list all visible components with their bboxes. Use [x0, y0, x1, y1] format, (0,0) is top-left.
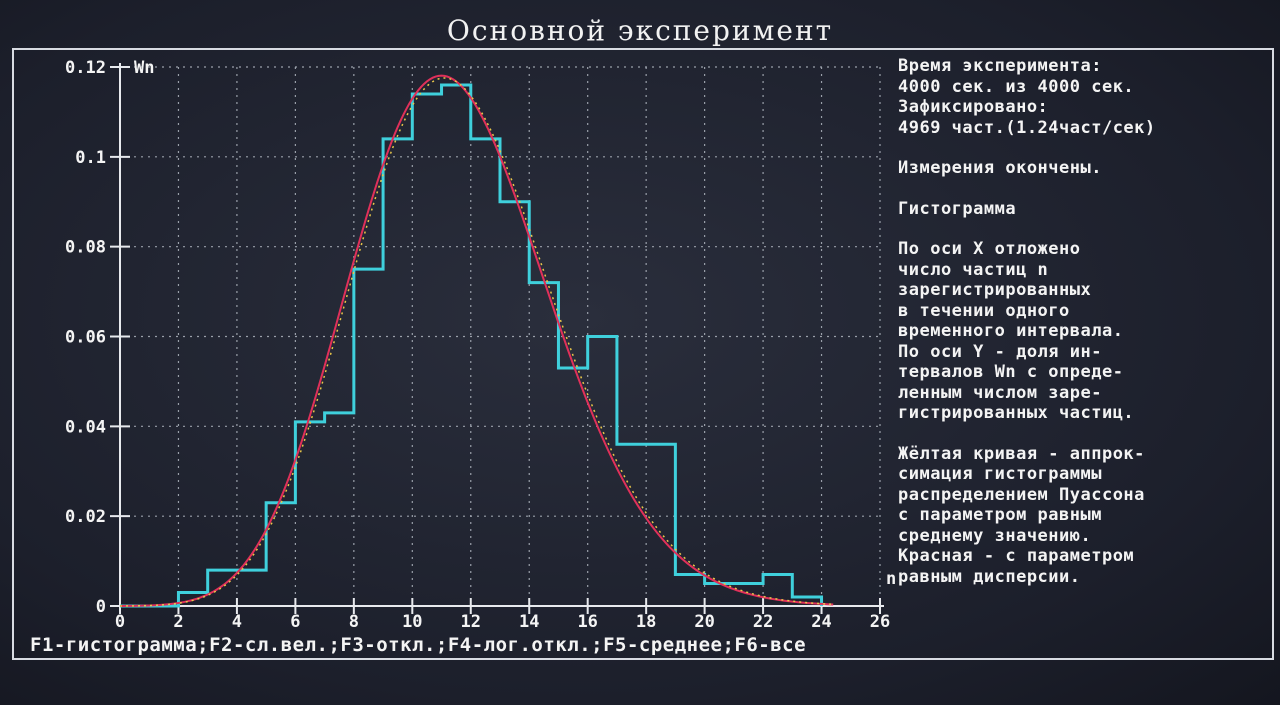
histogram-bar [266, 503, 295, 606]
histogram-bar [442, 85, 471, 606]
histogram-bar [500, 202, 529, 606]
info-line: Гистограмма [898, 199, 1270, 220]
info-line: 4000 сек. из 4000 сек. [898, 77, 1270, 98]
y-tick-labels: 0 0.02 0.04 0.06 0.08 0.1 0.12 [65, 58, 106, 617]
histogram-bar [588, 337, 617, 607]
info-line: Время эксперимента: [898, 56, 1270, 77]
histogram-bar [325, 413, 354, 606]
info-line: Измерения окончены. [898, 158, 1270, 179]
info-line: временного интервала. [898, 321, 1270, 342]
x-tick-label: 16 [577, 612, 597, 632]
info-line: Красная - с параметром [898, 546, 1270, 567]
info-spacer [898, 138, 1270, 158]
histogram-bar [412, 94, 441, 606]
x-tick-label: 18 [636, 612, 656, 632]
x-tick-label: 12 [461, 612, 481, 632]
info-line: ленным числом заре- [898, 383, 1270, 404]
info-line: Жёлтая кривая - аппрок- [898, 444, 1270, 465]
x-tick-label: 20 [694, 612, 714, 632]
info-line: По оси Y - доля ин- [898, 342, 1270, 363]
histogram-bar [675, 575, 704, 606]
histogram-bar [208, 570, 237, 606]
info-line: в течении одного [898, 301, 1270, 322]
x-tick-labels: 0 2 4 6 8 10 12 14 16 18 20 22 24 26 [115, 612, 890, 632]
histogram-bar [237, 570, 266, 606]
info-line: гистрированных частиц. [898, 403, 1270, 424]
info-spacer [898, 424, 1270, 444]
info-line: зарегистрированных [898, 280, 1270, 301]
info-line: По оси X отложено [898, 239, 1270, 260]
info-panel: Время эксперимента: 4000 сек. из 4000 сек… [898, 56, 1270, 587]
info-line: число частиц n [898, 260, 1270, 281]
histogram-bar [383, 139, 412, 606]
y-tick-label: 0.06 [65, 328, 106, 348]
info-line: тервалов Wn с опреде- [898, 362, 1270, 383]
info-line: симация гистограммы [898, 464, 1270, 485]
x-tick-label: 26 [870, 612, 890, 632]
x-tick-label: 14 [519, 612, 539, 632]
y-tick-label: 0.1 [75, 148, 106, 168]
x-tick-label: 0 [115, 612, 125, 632]
histogram-bar [529, 283, 558, 606]
x-tick-label: 2 [173, 612, 183, 632]
info-line: распределением Пуассона [898, 485, 1270, 506]
info-line: среднему значению. [898, 526, 1270, 547]
info-line: с параметром равным [898, 505, 1270, 526]
info-line: равным дисперсии. [898, 567, 1270, 588]
x-tick-label: 4 [232, 612, 242, 632]
x-tick-label: 24 [811, 612, 831, 632]
y-tick-label: 0.08 [65, 238, 106, 258]
x-tick-label: 6 [290, 612, 300, 632]
histogram-bar [558, 368, 587, 606]
x-axis-label: n [886, 569, 896, 589]
histogram-bar [354, 269, 383, 606]
info-spacer [898, 219, 1270, 239]
function-keys-bar: F1-гистограмма;F2-сл.вел.;F3-откл.;F4-ло… [30, 634, 806, 656]
y-tick-label: 0.04 [65, 417, 106, 437]
y-tick-label: 0 [96, 597, 106, 617]
x-tick-label: 22 [753, 612, 773, 632]
x-tick-label: 10 [402, 612, 422, 632]
histogram-series [120, 85, 822, 606]
y-tick-label: 0.02 [65, 507, 106, 527]
info-line: Зафиксировано: [898, 97, 1270, 118]
histogram-bar [471, 139, 500, 606]
x-tick-label: 8 [349, 612, 359, 632]
histogram-bar [617, 444, 646, 606]
info-line: 4969 част.(1.24част/сек) [898, 118, 1270, 139]
y-tick-label: 0.12 [65, 58, 106, 78]
info-spacer [898, 179, 1270, 199]
y-axis-label: Wn [134, 58, 154, 78]
